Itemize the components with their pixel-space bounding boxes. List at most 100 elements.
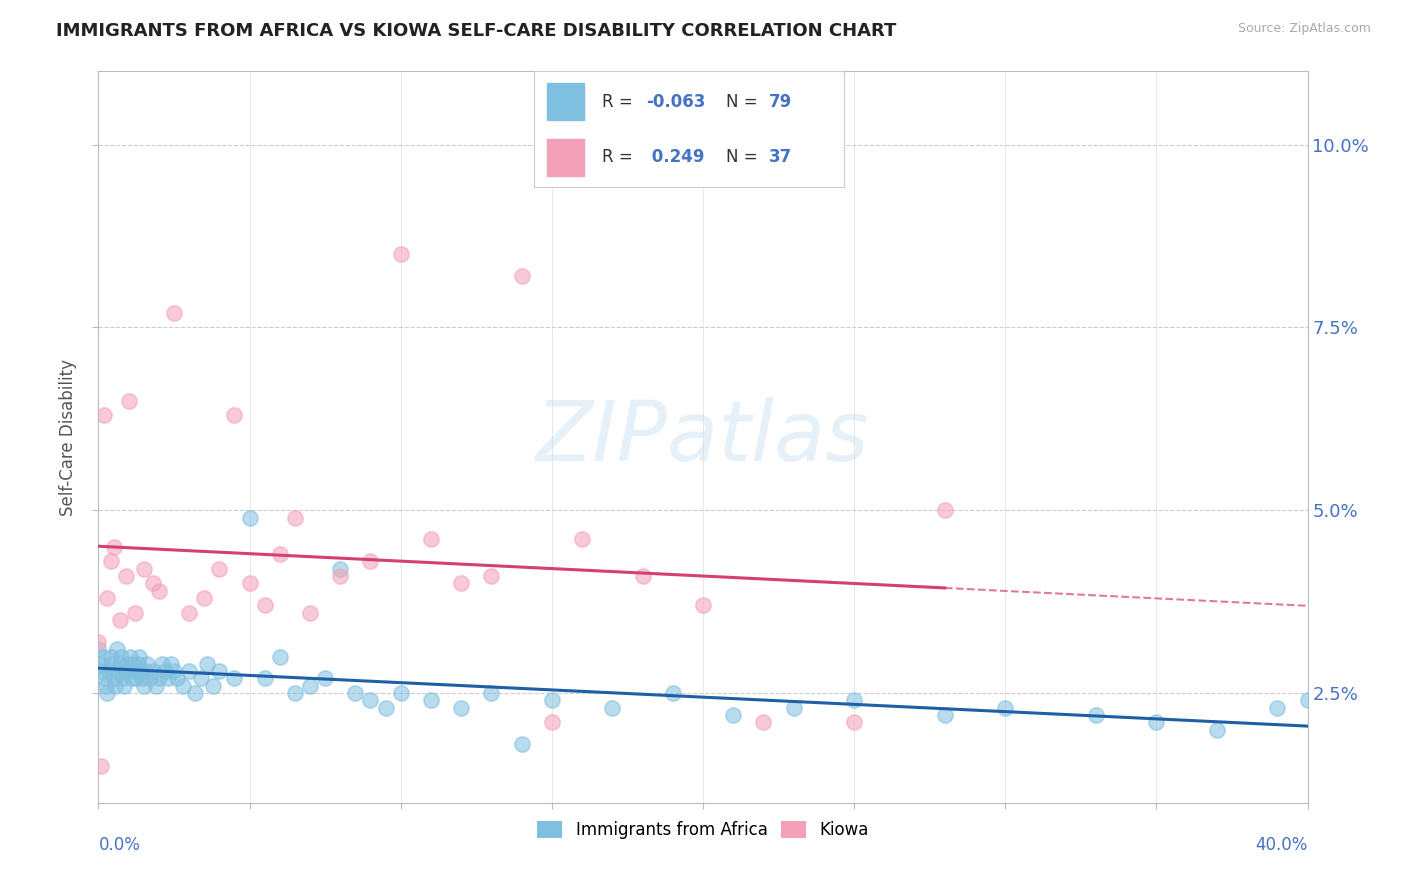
Point [360,693,382,707]
Point [110,649,132,664]
Point [389,247,412,261]
Point [269,649,291,664]
Point [299,606,322,620]
Bar [547,138,583,176]
Text: Source: ZipAtlas.com: Source: ZipAtlas.com [1237,22,1371,36]
Point [450,700,472,714]
Point [93,408,115,422]
Point [153,664,176,678]
Point [239,576,262,591]
Point [934,708,956,723]
Text: N =: N = [725,148,763,166]
Point [172,679,194,693]
Point [93,672,115,686]
Point [329,562,352,576]
Point [118,393,141,408]
Point [450,576,472,591]
Point [103,672,125,686]
Text: 37: 37 [769,148,793,166]
Point [156,672,179,686]
Point [184,686,207,700]
Point [844,715,866,730]
Point [179,664,201,678]
Point [114,664,136,678]
Point [284,510,307,524]
Point [299,679,322,693]
Point [420,693,443,707]
Point [122,657,145,671]
Point [114,569,136,583]
Point [145,679,167,693]
Point [100,649,122,664]
Point [105,642,128,657]
Point [120,649,142,664]
Point [253,599,276,613]
Point [844,693,866,707]
Point [481,569,503,583]
Point [124,606,146,620]
Point [142,664,165,678]
Point [128,649,150,664]
Point [104,679,127,693]
Point [1296,693,1319,707]
Text: 0.249: 0.249 [645,148,704,166]
Point [783,700,806,714]
Point [150,657,173,671]
Point [132,562,155,576]
Point [108,613,131,627]
Point [374,700,396,714]
Point [124,664,146,678]
Point [135,657,157,671]
Point [98,664,121,678]
Point [108,657,131,671]
Point [752,715,775,730]
Point [1146,715,1168,730]
Point [193,591,215,605]
Point [934,503,956,517]
Point [115,657,138,671]
Point [329,569,352,583]
Y-axis label: Self-Care Disability: Self-Care Disability [59,359,77,516]
Point [540,693,562,707]
Point [90,759,112,773]
Text: IMMIGRANTS FROM AFRICA VS KIOWA SELF-CARE DISABILITY CORRELATION CHART: IMMIGRANTS FROM AFRICA VS KIOWA SELF-CAR… [56,22,897,40]
Point [148,583,170,598]
Point [179,606,201,620]
Point [253,672,276,686]
Point [127,657,149,671]
Text: 0.0%: 0.0% [98,836,141,854]
Point [160,657,183,671]
Point [139,672,162,686]
Point [1267,700,1289,714]
Point [360,554,382,568]
Point [239,510,262,524]
Point [510,737,533,751]
Point [131,672,153,686]
Point [166,672,188,686]
Point [389,686,412,700]
Point [148,672,170,686]
Point [101,657,124,671]
Point [1206,723,1229,737]
Text: R =: R = [602,148,638,166]
Text: N =: N = [725,93,763,111]
Point [94,679,117,693]
Text: 40.0%: 40.0% [1256,836,1308,854]
Point [100,554,122,568]
Point [208,562,231,576]
Point [1085,708,1108,723]
Point [125,672,148,686]
Point [661,686,683,700]
Point [314,672,336,686]
Point [994,700,1017,714]
Point [134,664,156,678]
Point [118,664,141,678]
Point [344,686,367,700]
Point [510,269,533,284]
Point [107,664,129,678]
Point [202,679,225,693]
Point [132,679,155,693]
Point [111,672,134,686]
Text: -0.063: -0.063 [645,93,704,111]
Point [571,533,593,547]
